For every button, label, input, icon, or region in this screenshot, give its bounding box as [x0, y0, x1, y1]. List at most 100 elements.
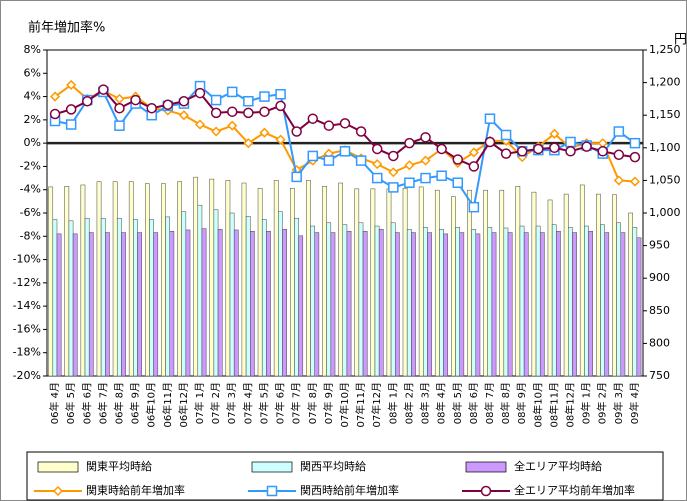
legend-swatch: [251, 461, 293, 473]
y2-tick-label: 800: [649, 336, 670, 349]
x-tick-label: 06年 4月: [48, 382, 61, 424]
bar: [294, 217, 299, 377]
y-tick-label: -10%: [13, 253, 41, 266]
bar: [515, 186, 521, 377]
bar: [632, 227, 638, 377]
bar: [386, 188, 392, 377]
bar: [165, 216, 170, 377]
marker: [613, 175, 624, 186]
marker: [355, 155, 367, 166]
marker: [581, 141, 592, 152]
chart-title: 前年増加率%: [28, 20, 105, 36]
x-tick-label: 09年 1月: [580, 382, 593, 424]
bar: [568, 227, 573, 377]
bar: [531, 191, 537, 377]
marker: [565, 146, 576, 157]
y-tick-label: 8%: [24, 43, 41, 56]
bar: [289, 187, 295, 377]
y2-tick-label: 1,000: [649, 206, 681, 219]
marker: [291, 171, 302, 183]
bar: [455, 227, 460, 377]
marker: [275, 100, 286, 112]
y-tick-label: -20%: [13, 369, 41, 382]
bar: [298, 235, 304, 377]
legend-marker: [266, 485, 278, 497]
bar: [177, 181, 182, 377]
bar: [483, 189, 488, 377]
bar: [459, 232, 465, 377]
bar: [451, 196, 456, 377]
marker: [388, 182, 399, 193]
y2-tick-label: 1,150: [649, 108, 681, 121]
marker: [194, 87, 206, 99]
y-tick-label: -4%: [20, 183, 41, 196]
legend-label: 全エリア平均前年増加率: [514, 483, 635, 497]
marker: [533, 143, 544, 155]
bar: [201, 228, 207, 377]
bar: [209, 178, 215, 377]
bar: [418, 186, 424, 377]
marker: [629, 137, 641, 149]
y-tick-label: -8%: [20, 229, 41, 242]
x-tick-label: 07年 7月: [290, 382, 303, 424]
bar: [596, 193, 601, 377]
x-tick-label: 08年 7月: [483, 382, 496, 424]
bar: [116, 217, 122, 377]
bar: [612, 194, 617, 377]
y-tick-label: -14%: [13, 299, 41, 312]
x-tick-label: 06年 6月: [80, 382, 93, 424]
marker: [565, 136, 576, 148]
bar: [406, 229, 412, 377]
bar: [193, 176, 199, 377]
marker: [388, 167, 399, 178]
y2-tick-label: 900: [649, 271, 670, 284]
bar: [197, 204, 203, 377]
bar: [273, 180, 279, 377]
bar: [217, 229, 223, 377]
marker: [372, 159, 383, 170]
marker: [226, 106, 238, 117]
bar: [628, 212, 633, 377]
x-tick-label: 06年11月: [161, 382, 174, 427]
y2-tick-label: 850: [649, 304, 670, 317]
bar: [128, 181, 134, 377]
bar: [48, 186, 54, 377]
y-tick-label: 6%: [24, 66, 41, 79]
bar: [84, 217, 90, 377]
x-tick-label: 08年 5月: [451, 382, 464, 424]
x-tick-label: 09年 2月: [596, 382, 609, 424]
bar: [96, 181, 102, 377]
bar: [257, 187, 263, 377]
x-tick-label: 07年 2月: [209, 382, 222, 424]
bar: [233, 229, 239, 377]
bar: [370, 188, 376, 377]
y-tick-label: -2%: [20, 159, 41, 172]
bar: [278, 211, 283, 377]
marker: [420, 132, 431, 143]
x-tick-label: 08年 3月: [419, 382, 432, 424]
y-tick-label: -18%: [13, 346, 41, 359]
marker: [404, 160, 415, 171]
bar: [507, 232, 513, 377]
bar: [338, 182, 343, 377]
y-tick-label: -12%: [13, 276, 41, 289]
bar: [620, 232, 626, 377]
x-tick-label: 08年11月: [547, 382, 560, 427]
bar: [616, 222, 622, 377]
bar: [584, 225, 589, 377]
legend: [26, 451, 664, 501]
bar: [535, 225, 541, 377]
bar: [579, 184, 585, 377]
marker: [323, 155, 335, 166]
bar: [471, 229, 477, 377]
marker: [307, 150, 319, 162]
marker: [49, 91, 61, 102]
x-tick-label: 08年 1月: [386, 382, 399, 424]
bar: [443, 233, 449, 377]
marker: [259, 106, 270, 117]
bar: [133, 219, 138, 377]
y2-tick-label: 750: [649, 369, 670, 382]
marker: [65, 104, 77, 115]
bar: [250, 231, 255, 377]
